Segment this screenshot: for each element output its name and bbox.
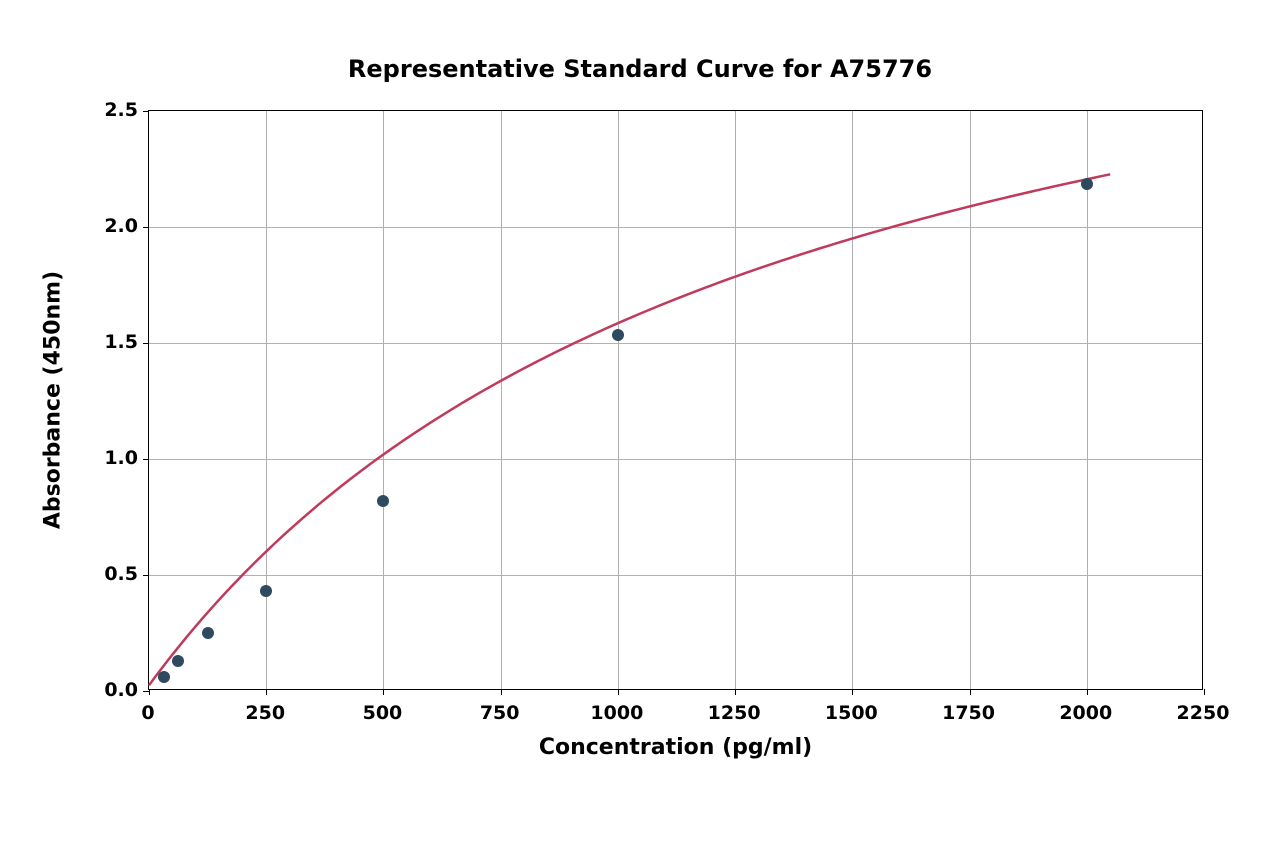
data-point [1081, 178, 1093, 190]
y-tick-label: 2.0 [100, 215, 138, 237]
x-tick-label: 500 [363, 702, 403, 724]
plot-area [148, 110, 1203, 690]
x-tick-label: 2250 [1177, 702, 1230, 724]
x-tick-label: 1250 [708, 702, 761, 724]
y-tick-label: 1.0 [100, 447, 138, 469]
y-tick-label: 0.5 [100, 563, 138, 585]
data-point [260, 585, 272, 597]
x-tick-label: 2000 [1059, 702, 1112, 724]
chart-container: Representative Standard Curve for A75776… [0, 0, 1280, 845]
chart-title: Representative Standard Curve for A75776 [0, 55, 1280, 83]
data-point [612, 329, 624, 341]
y-tick-label: 1.5 [100, 331, 138, 353]
x-axis-label: Concentration (pg/ml) [539, 735, 812, 760]
x-tick-label: 250 [245, 702, 285, 724]
data-point [377, 495, 389, 507]
x-tick-label: 1500 [825, 702, 878, 724]
x-tick-label: 750 [480, 702, 520, 724]
data-point [202, 627, 214, 639]
y-tick [143, 691, 149, 692]
y-tick-label: 0.0 [100, 679, 138, 701]
x-tick-label: 1000 [590, 702, 643, 724]
y-axis-label: Absorbance (450nm) [41, 271, 66, 529]
x-tick [1204, 689, 1205, 695]
fit-curve-path [149, 174, 1110, 685]
data-point [158, 671, 170, 683]
x-tick-label: 1750 [942, 702, 995, 724]
data-point [172, 655, 184, 667]
fit-curve [149, 111, 1204, 691]
y-tick-label: 2.5 [100, 99, 138, 121]
x-tick-label: 0 [141, 702, 154, 724]
